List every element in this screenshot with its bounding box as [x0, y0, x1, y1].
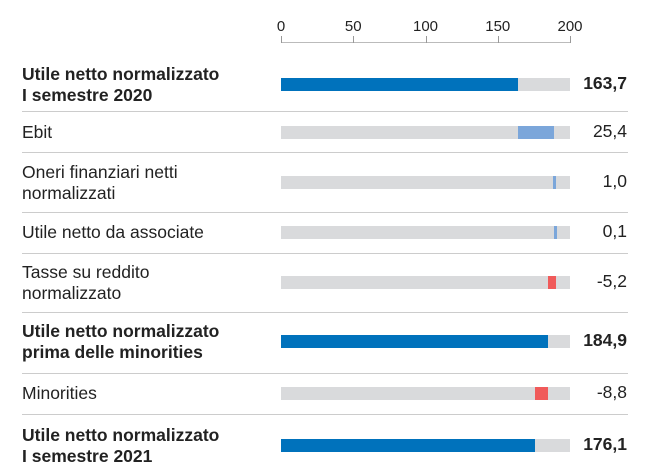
bar-track [281, 387, 570, 400]
row-label-line: Ebit [22, 121, 53, 142]
increase-bar [553, 176, 557, 189]
tick-label: 50 [344, 18, 362, 35]
decrease-bar [548, 276, 556, 289]
tick-label: 200 [557, 18, 583, 35]
row-label-line: Utile netto normalizzato [22, 321, 220, 341]
row-divider [22, 414, 628, 415]
tick-mark [281, 36, 282, 43]
value-label: 163,7 [583, 73, 627, 93]
value-label: 184,9 [583, 330, 627, 350]
bar-track [281, 126, 570, 139]
total-bar [281, 439, 536, 452]
row-label: Utile netto normalizzato prima delle mino… [22, 321, 219, 363]
total-bar [281, 78, 518, 91]
increase-bar [554, 226, 558, 239]
row-label: Ebit [22, 122, 52, 143]
decrease-bar [535, 387, 549, 400]
tick-mark [353, 36, 355, 43]
row-label-line: Utile netto da associate [22, 221, 204, 242]
row-label: Minorities [22, 383, 97, 404]
row-label: Tasse su reddito normalizzato [22, 262, 149, 304]
tick-label: 150 [485, 18, 511, 35]
row-label-line: normalizzati [22, 183, 116, 203]
row-divider [22, 312, 628, 313]
value-label: 0,1 [602, 221, 627, 241]
row-divider [22, 253, 628, 254]
row-label: Utile netto da associate [22, 222, 204, 243]
value-label: 1,0 [602, 171, 627, 191]
row-divider [22, 373, 628, 374]
value-label: -5,2 [596, 271, 627, 291]
row-label-line: prima delle minorities [22, 342, 203, 362]
value-label: -8,8 [596, 382, 627, 402]
value-label: 25,4 [592, 121, 627, 141]
row-label-line: Minorities [22, 382, 97, 403]
row-divider [22, 111, 628, 112]
bar-track [281, 226, 570, 239]
row-label-line: I semestre 2021 [22, 446, 153, 466]
row-label-line: normalizzato [22, 283, 122, 303]
row-label-line: Utile netto normalizzato [22, 64, 220, 84]
row-label: Oneri finanziari netti normalizzati [22, 162, 178, 204]
row-divider [22, 212, 628, 213]
row-label-line: Utile netto normalizzato [22, 425, 220, 445]
increase-bar [517, 126, 555, 139]
tick-label: 100 [412, 18, 439, 35]
total-bar [281, 335, 549, 348]
tick-mark [570, 36, 571, 43]
bar-track [281, 176, 570, 189]
row-label-line: I semestre 2020 [22, 85, 153, 105]
tick-mark [425, 36, 427, 43]
bar-track [281, 276, 570, 289]
row-label: Utile netto normalizzato I semestre 2021 [22, 425, 219, 467]
row-label-line: Tasse su reddito [22, 262, 150, 282]
value-label: 176,1 [583, 434, 627, 454]
row-label-line: Oneri finanziari netti [22, 162, 178, 182]
tick-label: 0 [276, 18, 286, 35]
row-label: Utile netto normalizzato I semestre 2020 [22, 64, 219, 106]
tick-mark [497, 36, 499, 43]
row-divider [22, 152, 628, 153]
